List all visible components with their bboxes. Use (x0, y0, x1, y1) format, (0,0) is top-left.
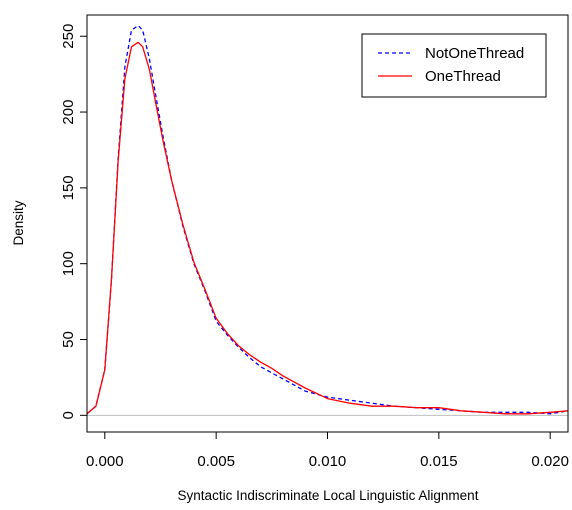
legend-label-notonethread: NotOneThread (425, 45, 524, 62)
x-axis-title: Syntactic Indiscriminate Local Linguisti… (178, 488, 479, 503)
y-axis: 0 50 100 150 200 250 (60, 24, 87, 419)
series-line-notonethread (86, 24, 569, 415)
legend: NotOneThread OneThread (361, 33, 547, 98)
legend-label-onethread: OneThread (425, 68, 501, 85)
x-axis: 0.000 0.005 0.010 0.015 0.020 (86, 432, 569, 470)
y-axis-title: Density (11, 200, 26, 245)
y-tick-label: 200 (60, 100, 77, 125)
series-line-onethread (86, 41, 569, 415)
y-tick-label: 0 (60, 411, 77, 419)
y-tick-label: 250 (60, 24, 77, 49)
y-tick-label: 50 (60, 331, 77, 348)
x-tick-label: 0.005 (197, 453, 235, 470)
x-tick-label: 0.010 (309, 453, 347, 470)
x-tick-label: 0.000 (86, 453, 124, 470)
series-layer (86, 24, 569, 415)
legend-box (361, 33, 547, 98)
y-tick-label: 100 (60, 251, 77, 276)
x-tick-label: 0.020 (531, 453, 569, 470)
x-tick-label: 0.015 (420, 453, 458, 470)
y-tick-label: 150 (60, 175, 77, 200)
